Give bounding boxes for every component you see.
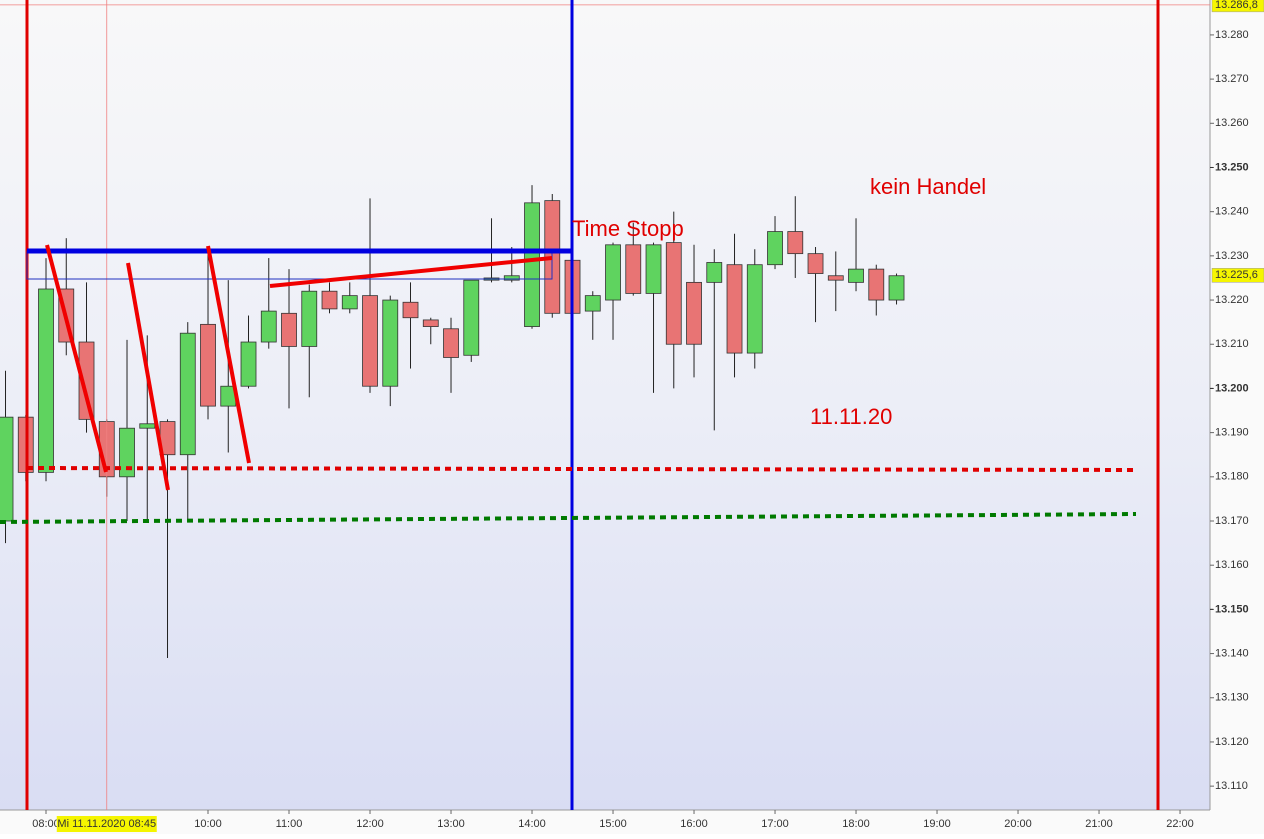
candle-body [746,264,763,354]
candle-body [645,244,662,294]
candle-body [827,275,844,281]
candle-body [402,301,419,319]
trend-line [269,256,553,288]
y-axis-panel [1210,0,1264,834]
candle-body [868,268,885,301]
candle-body [78,341,95,420]
candle-body [382,299,399,387]
candle-body [787,231,804,255]
candle-body [848,268,864,283]
price-marker-box [1211,268,1264,283]
price-marker-label: 13.286,8 [1215,0,1258,11]
candle-body [686,281,702,345]
crosshair-time-label: Mi 11.11.2020 08:45 [57,818,156,830]
annotation: 11.11.20 [810,404,892,429]
candle-body [888,275,905,301]
y-tick-label: 13.240 [1215,206,1249,218]
x-tick-label: 20:00 [1004,818,1032,830]
x-tick-label: 16:00 [680,818,708,830]
trend-line [126,262,170,491]
y-tick-label: 13.150 [1215,603,1249,615]
candle-body [38,288,54,473]
x-tick-label: 22:00 [1166,818,1194,830]
y-tick-label: 13.260 [1215,117,1249,129]
annotation: kein Handel [870,174,986,199]
y-tick-label: 13.160 [1215,559,1249,571]
candle-body [463,279,480,356]
stop-line-green [0,512,1137,524]
candle-body [260,310,277,343]
y-tick-label: 13.130 [1215,692,1249,704]
candle-body [584,295,601,312]
x-tick-label: 12:00 [356,818,384,830]
candle-body [139,423,156,429]
candle-body [362,295,378,387]
candle-body [524,202,540,327]
y-tick-label: 13.180 [1215,471,1249,483]
candle-body [503,275,520,281]
x-tick-label: 18:00 [842,818,870,830]
candle-body [422,319,439,327]
candle-body [726,264,743,354]
candle-body [200,323,216,407]
candle-body [281,312,297,347]
x-tick-label: 14:00 [518,818,546,830]
x-tick-label: 11:00 [276,818,303,830]
trend-line [206,245,251,464]
candle-body [706,262,723,283]
y-tick-label: 13.140 [1215,647,1249,659]
candle-body [767,231,783,266]
candle-body [341,295,358,310]
y-tick-label: 13.120 [1215,736,1249,748]
candle-body [443,328,459,358]
trend-line [45,244,108,473]
annotation: Time Stopp [572,216,684,241]
candle-body [240,341,257,387]
y-tick-label: 13.280 [1215,29,1249,41]
x-tick-label: 10:00 [194,818,222,830]
candle-body [0,416,14,522]
price-marker-label: 13.225,6 [1215,269,1258,281]
x-tick-label: 19:00 [923,818,951,830]
y-tick-label: 13.170 [1215,515,1249,527]
candle-body [119,427,135,478]
y-tick-label: 13.210 [1215,338,1249,350]
x-tick-label: 13:00 [437,818,465,830]
candle-body [179,332,196,456]
drawings [0,0,1160,810]
y-tick-label: 13.220 [1215,294,1249,306]
x-tick-label: 17:00 [761,818,789,830]
candle-body [665,242,682,345]
y-tick-label: 13.110 [1215,780,1248,792]
y-tick-label: 13.200 [1215,382,1249,394]
candle-body [321,290,338,310]
price-marker-box [1211,0,1264,13]
y-tick-label: 13.190 [1215,427,1249,439]
trend-lines [45,244,553,491]
candle-body [301,290,318,347]
x-tick-label: 21:00 [1085,818,1113,830]
y-tick-label: 13.270 [1215,73,1249,85]
stop-line-red [26,466,1139,472]
candle-body [605,244,621,301]
crosshair-time-box [56,816,157,832]
candle-body [625,244,642,294]
candle-body [807,253,824,274]
x-tick-label: 08:00 [32,818,60,830]
x-tick-label: 15:00 [599,818,627,830]
y-tick-label: 13.230 [1215,250,1249,262]
y-tick-label: 13.250 [1215,161,1249,173]
x-axis-panel [0,810,1210,834]
